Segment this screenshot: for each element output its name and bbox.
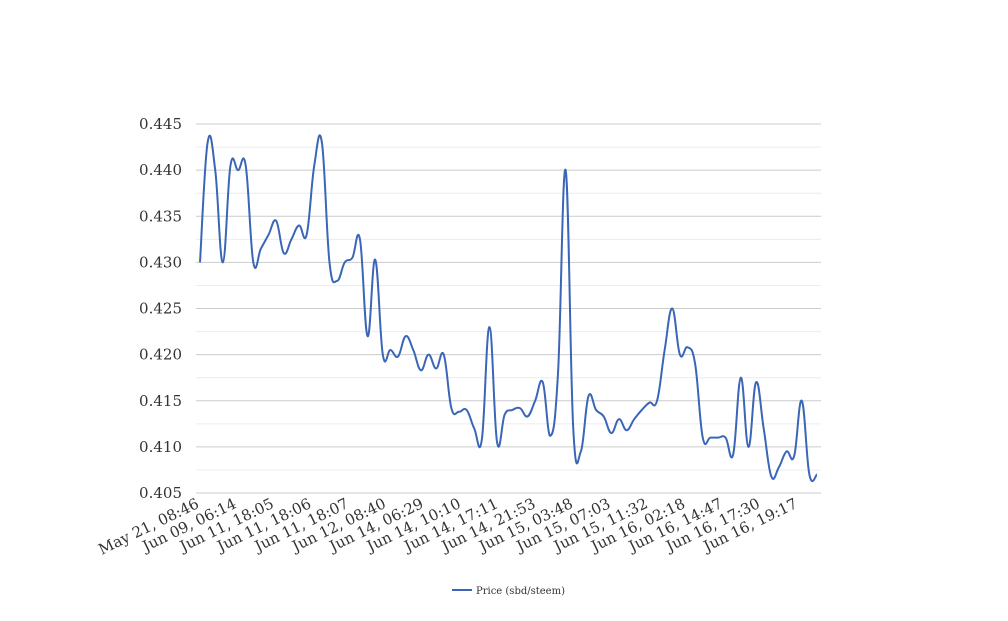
- y-tick-label: 0.435: [139, 207, 182, 225]
- series-line-price: [199, 134, 818, 483]
- y-tick-label: 0.445: [139, 115, 182, 133]
- series-lines: [199, 134, 818, 483]
- y-tick-label: 0.405: [139, 484, 182, 502]
- y-axis-ticks: 0.405 0.410 0.415 0.420 0.425 0.430 0.435 0.440…: [139, 115, 182, 502]
- y-tick-label: 0.415: [139, 392, 182, 410]
- y-tick-label: 0.420: [139, 346, 182, 364]
- legend-label-price: Price (sbd/steem): [476, 586, 565, 597]
- y-tick-label: 0.425: [139, 300, 182, 318]
- legend: Price (sbd/steem): [452, 586, 565, 597]
- y-tick-label: 0.410: [139, 438, 182, 456]
- y-tick-label: 0.430: [139, 253, 182, 271]
- y-tick-label: 0.440: [139, 161, 182, 179]
- grid-lines: [196, 123, 821, 494]
